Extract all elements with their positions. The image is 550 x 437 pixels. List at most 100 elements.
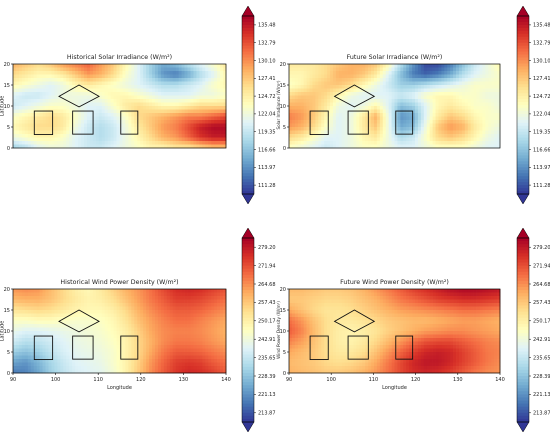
heat-cell [63,137,67,142]
heat-cell [57,348,61,353]
heat-cell [461,116,466,121]
heat-cell [166,320,171,325]
heat-cell [107,345,111,349]
heat-cell [155,92,159,96]
heat-cell [104,303,109,307]
heat-cell [39,123,43,128]
heat-cell [187,144,191,149]
heat-cell [379,71,384,75]
heat-cell [140,331,144,335]
heat-cell [341,92,346,96]
heat-cell [66,78,70,82]
heat-cell [131,113,135,117]
heat-cell [211,120,215,124]
heat-cell [125,130,129,135]
heat-cell [175,95,180,100]
heat-cell [113,95,117,100]
heat-cell [178,313,182,318]
heat-cell [33,106,38,110]
heat-cell [406,144,410,149]
heat-cell [441,88,445,93]
heat-cell [39,134,43,138]
heat-cell [187,299,191,304]
heat-cell [208,331,212,335]
heat-cell [368,113,372,117]
heat-cell [51,102,55,107]
heat-cell [205,338,209,342]
heat-cell [45,113,49,117]
heat-cell [172,67,177,72]
heat-cell [341,127,346,131]
heat-cell [110,81,114,86]
heat-cell [60,99,64,103]
heat-cell [476,116,480,121]
heat-cell [42,296,46,300]
heat-cell [86,338,91,342]
heat-cell [66,71,70,75]
heat-cell [467,144,472,149]
heat-cell [27,141,32,145]
heat-cell [365,123,369,128]
heat-cell [63,64,67,68]
heat-cell [400,120,404,124]
heat-cell [172,341,177,346]
heat-cell [438,92,442,96]
heat-cell [485,141,489,145]
heat-cell [338,71,343,75]
heat-cell [208,120,212,124]
heat-cell [24,88,29,93]
heat-cell [146,85,150,89]
heat-cell [403,116,407,121]
heat-cell [149,320,153,325]
heat-cell [86,106,91,110]
heat-cell [190,123,194,128]
heat-cell [21,292,26,297]
colorbar-segment [242,134,254,139]
heat-cell [211,74,215,79]
heat-cell [140,310,144,314]
heat-cell [45,116,49,121]
heat-cell [152,88,156,93]
heat-cell [36,320,40,325]
heat-cell [476,123,480,128]
heat-cell [86,317,91,321]
heat-cell [163,303,168,307]
heat-cell [453,116,457,121]
heat-cell [95,134,100,138]
heat-cell [494,134,498,138]
heat-cell [33,74,38,79]
heat-cell [30,313,35,318]
heat-cell [119,296,123,300]
heat-cell [362,116,366,121]
colorbar-segment [517,107,529,112]
heat-cell [388,95,392,100]
heat-cell [211,81,215,86]
heat-cell [149,348,153,353]
heat-cell [223,88,227,93]
heat-cell [315,127,319,131]
heat-cell [143,317,147,321]
heat-cell [467,123,472,128]
heat-cell [403,137,407,142]
heat-cell [152,144,156,149]
heat-cell [157,320,162,325]
heat-cell [63,345,67,349]
heat-cell [344,102,348,107]
heat-cell [291,88,296,93]
heat-cell [160,116,165,121]
heat-cell [181,109,185,114]
heat-cell [24,120,29,124]
heat-cell [84,106,88,110]
heat-cell [220,92,224,96]
heat-cell [89,116,94,121]
heat-cell [160,348,165,353]
colorbar-segment [242,119,254,124]
heat-cell [205,85,209,89]
heat-cell [134,71,138,75]
heat-cell [476,137,480,142]
colorbar-segment [517,128,529,133]
heat-cell [199,327,203,332]
heat-cell [89,306,94,311]
heat-cell [184,327,188,332]
heat-cell [107,106,111,110]
